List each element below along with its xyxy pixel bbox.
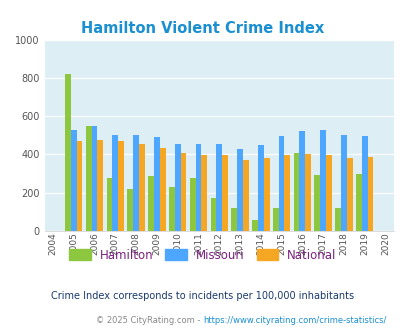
Bar	[263, 158, 269, 231]
Bar	[112, 135, 118, 231]
Bar	[216, 144, 222, 231]
Bar	[237, 149, 242, 231]
Bar	[367, 157, 373, 231]
Bar	[252, 219, 257, 231]
Bar	[210, 197, 216, 231]
Bar	[160, 148, 165, 231]
Bar	[222, 155, 227, 231]
Bar	[107, 178, 112, 231]
Text: https://www.cityrating.com/crime-statistics/: https://www.cityrating.com/crime-statist…	[202, 316, 386, 325]
Bar	[133, 135, 139, 231]
Bar	[257, 145, 263, 231]
Bar	[340, 135, 346, 231]
Bar	[189, 178, 195, 231]
Bar	[97, 140, 103, 231]
Bar	[325, 155, 331, 231]
Bar	[65, 74, 71, 231]
Text: Crime Index corresponds to incidents per 100,000 inhabitants: Crime Index corresponds to incidents per…	[51, 291, 354, 301]
Bar	[231, 208, 237, 231]
Bar	[320, 130, 325, 231]
Bar	[148, 177, 153, 231]
Bar	[335, 208, 340, 231]
Bar	[174, 144, 180, 231]
Bar	[71, 130, 77, 231]
Bar	[118, 142, 124, 231]
Text: © 2025 CityRating.com -: © 2025 CityRating.com -	[96, 316, 202, 325]
Bar	[278, 136, 284, 231]
Bar	[346, 158, 352, 231]
Bar	[180, 153, 186, 231]
Bar	[201, 155, 207, 231]
Bar	[361, 136, 367, 231]
Bar	[195, 144, 201, 231]
Bar	[313, 176, 320, 231]
Bar	[293, 152, 299, 231]
Bar	[272, 208, 278, 231]
Bar	[168, 186, 174, 231]
Legend: Hamilton, Missouri, National: Hamilton, Missouri, National	[64, 244, 341, 266]
Bar	[153, 137, 160, 231]
Bar	[299, 131, 305, 231]
Bar	[77, 142, 82, 231]
Bar	[92, 126, 97, 231]
Bar	[127, 188, 133, 231]
Bar	[355, 174, 361, 231]
Bar	[284, 155, 290, 231]
Bar	[305, 154, 310, 231]
Bar	[242, 160, 248, 231]
Bar	[85, 126, 92, 231]
Bar	[139, 144, 145, 231]
Text: Hamilton Violent Crime Index: Hamilton Violent Crime Index	[81, 21, 324, 36]
